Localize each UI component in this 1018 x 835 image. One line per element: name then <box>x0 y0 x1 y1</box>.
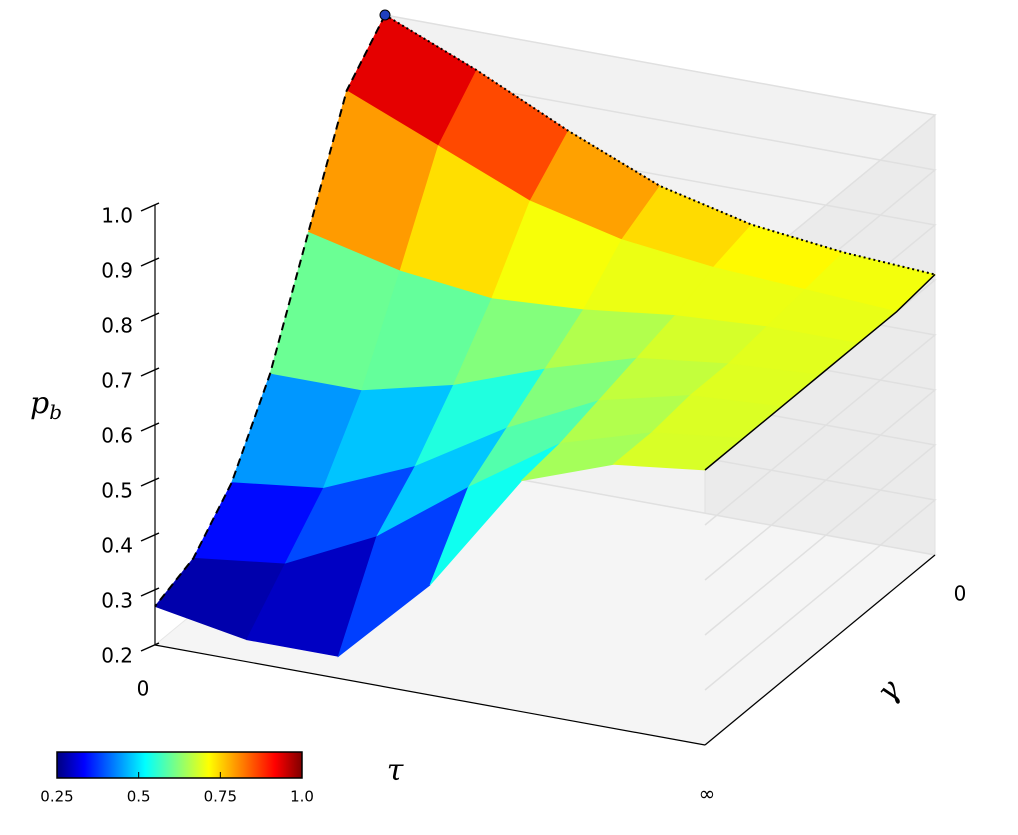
z-label-subscript: b <box>49 400 62 424</box>
z-tick <box>140 257 160 267</box>
colorbar-tick-label: 0.5 <box>127 788 151 806</box>
z-tick-label: 0.6 <box>101 424 133 448</box>
y-axis-label: γ <box>870 673 908 709</box>
z-tick <box>140 532 160 542</box>
x-tick-label: 0 <box>137 677 150 701</box>
z-tick <box>140 202 160 212</box>
peak-point <box>379 9 391 21</box>
z-tick <box>140 367 160 377</box>
z-tick-label: 0.7 <box>101 369 133 393</box>
colorbar-tick-label: 0.75 <box>204 788 237 806</box>
z-tick <box>140 587 160 597</box>
z-tick <box>140 477 160 487</box>
edge-tau-zero <box>154 14 386 608</box>
x-axis-label: τ <box>387 753 404 788</box>
z-tick-label: 0.2 <box>101 644 133 668</box>
z-tick <box>140 312 160 322</box>
y-axis <box>704 554 936 746</box>
z-tick-label: 0.8 <box>101 314 133 338</box>
x-axis <box>154 644 706 746</box>
z-tick <box>140 422 160 432</box>
z-tick-label: 0.9 <box>101 259 133 283</box>
y-tick-label: 0 <box>954 582 967 606</box>
colorbar <box>56 751 303 779</box>
z-tick-label: 1.0 <box>101 204 133 228</box>
edge-tau-inf <box>704 273 936 471</box>
z-tick <box>140 642 160 652</box>
x-tick-label: ∞ <box>699 782 716 806</box>
z-tick-label: 0.3 <box>101 589 133 613</box>
z-tick-label: 0.5 <box>101 479 133 503</box>
z-axis-label: pb <box>30 386 62 424</box>
colorbar-tick-label: 0.25 <box>40 788 73 806</box>
z-tick-label: 0.4 <box>101 534 133 558</box>
colorbar-tick-label: 1.0 <box>290 788 314 806</box>
z-label-symbol: p <box>30 386 49 421</box>
edge-gamma-zero <box>384 14 936 276</box>
